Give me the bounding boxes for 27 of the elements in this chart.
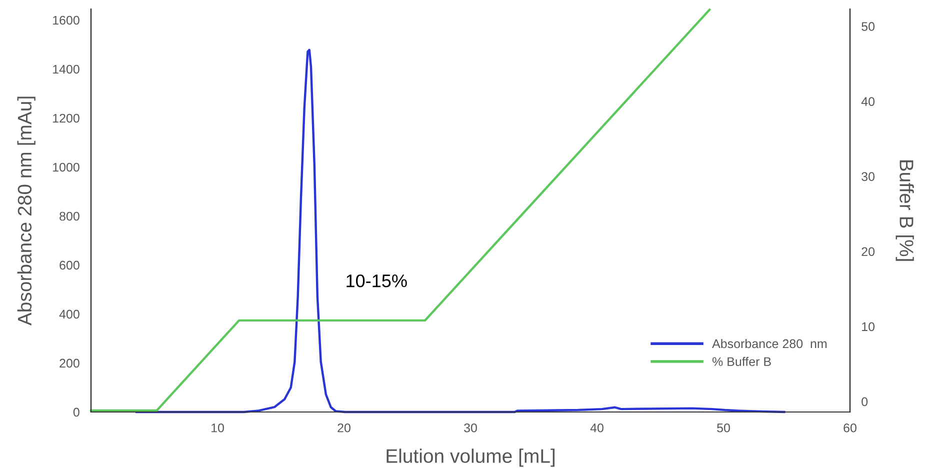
x-tick-label: 20 [338,423,350,432]
legend-label: Absorbance 280 nm [712,338,827,348]
legend-label: % Buffer B [712,356,771,366]
x-axis-title: Elution volume [mL] [386,448,554,467]
y-tick-label: 1200 [53,114,80,123]
x-tick-label: 40 [590,423,604,432]
y2-tick-label: 50 [862,22,875,31]
y2-tick-label: 40 [861,97,875,106]
y2-tick-label: 10 [862,322,875,332]
x-tick-label: 10 [212,423,224,432]
y2-tick-label: 0 [862,397,868,406]
y-tick-label: 400 [59,310,80,319]
y2-tick-label: 30 [862,172,875,182]
y-tick-label: 1000 [53,162,80,172]
y-tick-label: 600 [60,260,80,270]
y-tick-label: 1600 [53,16,80,25]
y-tick-label: 200 [60,358,80,368]
y2-axis-title: Buffer B [%] [896,160,914,261]
y-tick-label: 1400 [53,64,80,74]
x-tick-label: 60 [844,423,856,432]
y-tick-label: 800 [60,212,80,221]
y2-tick-label: 20 [862,247,875,256]
y-axis-title: Absorbance 280 nm [mAu] [17,96,36,326]
x-tick-label: 30 [464,423,477,432]
annotation: 10-15% [346,274,407,288]
x-tick-label: 50 [717,423,730,432]
y-tick-label: 0 [73,408,80,417]
